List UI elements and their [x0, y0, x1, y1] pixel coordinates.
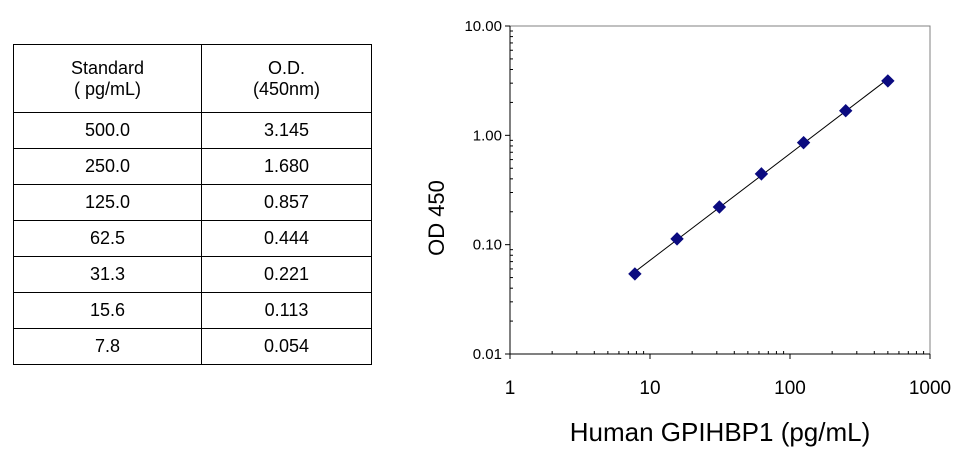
data-point — [628, 267, 642, 281]
y-tick-label: 1.00 — [473, 127, 502, 144]
x-tick-label: 1000 — [909, 378, 951, 399]
table-row: 15.6 0.113 — [13, 292, 372, 329]
y-tick-label: 0.10 — [473, 237, 502, 254]
table-row: 500.0 3.145 — [13, 112, 372, 149]
data-point — [839, 103, 853, 118]
cell-od: 0.113 — [201, 292, 372, 329]
standard-od-table: Standard ( pg/mL) O.D. (450nm) 500.0 3.1… — [13, 44, 372, 365]
table-row: 62.5 0.444 — [13, 220, 372, 257]
x-axis-title: Human GPIHBP1 (pg/mL) — [570, 417, 871, 447]
header-od-line1: O.D. — [267, 57, 305, 78]
table-row: 250.0 1.680 — [13, 148, 372, 185]
data-point — [754, 167, 769, 181]
cell-od: 1.680 — [201, 148, 372, 185]
header-od-line2: (450nm) — [252, 78, 321, 99]
data-point — [881, 74, 895, 88]
x-tick-label: 100 — [774, 378, 806, 399]
data-point — [670, 232, 684, 246]
data-point — [712, 200, 727, 214]
x-tick-label: 1 — [505, 378, 516, 399]
header-standard-line2: ( pg/mL) — [73, 78, 142, 99]
header-od: O.D. (450nm) — [201, 44, 372, 113]
cell-od: 0.444 — [201, 220, 372, 257]
cell-od: 3.145 — [201, 112, 372, 149]
cell-standard: 15.6 — [13, 292, 202, 329]
cell-standard: 125.0 — [13, 184, 202, 221]
plot-area-frame — [509, 25, 931, 355]
y-tick-label: 10.00 — [464, 18, 502, 35]
x-tick-label: 10 — [639, 378, 660, 399]
table-header-row: Standard ( pg/mL) O.D. (450nm) — [13, 44, 372, 113]
header-standard-line1: Standard — [70, 57, 145, 78]
cell-od: 0.054 — [201, 328, 372, 365]
y-tick-label: 0.01 — [473, 346, 502, 363]
cell-standard: 7.8 — [13, 328, 202, 365]
data-point — [796, 135, 811, 150]
table-row: 125.0 0.857 — [13, 184, 372, 221]
cell-standard: 250.0 — [13, 148, 202, 185]
y-axis-title: OD 450 — [424, 180, 449, 256]
table-row: 7.8 0.054 — [13, 328, 372, 365]
cell-od: 0.857 — [201, 184, 372, 221]
header-standard: Standard ( pg/mL) — [13, 44, 202, 113]
